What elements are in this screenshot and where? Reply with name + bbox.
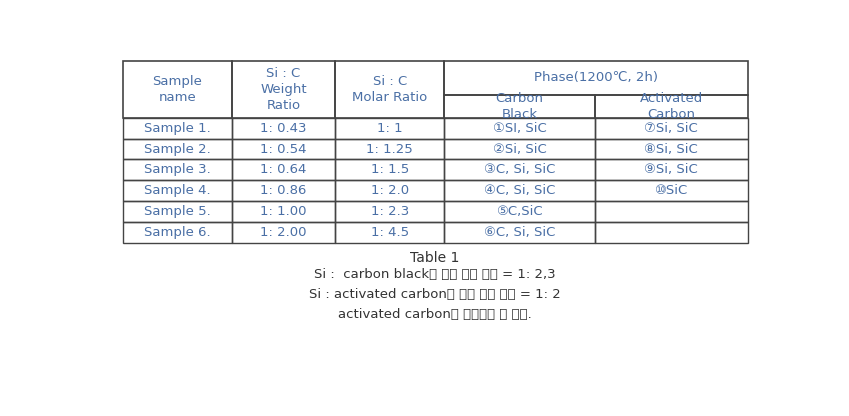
Bar	[335, 139, 445, 159]
Bar	[122, 159, 232, 180]
Text: 1: 0.86: 1: 0.86	[261, 184, 306, 197]
Text: activated carbon의 반응성이 더 빠름.: activated carbon의 반응성이 더 빠름.	[338, 308, 532, 321]
Text: ②Si, SiC: ②Si, SiC	[492, 143, 547, 156]
Bar	[594, 222, 748, 243]
Bar	[122, 180, 232, 201]
Bar	[594, 118, 748, 139]
Text: Si : C
Molar Ratio: Si : C Molar Ratio	[352, 75, 427, 104]
Text: Activated
Carbon: Activated Carbon	[639, 92, 703, 121]
Text: Sample 1.: Sample 1.	[143, 122, 211, 135]
Bar	[122, 201, 232, 222]
Text: Sample
name: Sample name	[152, 75, 202, 104]
Bar	[445, 222, 594, 243]
Bar	[335, 118, 445, 139]
Text: ⑧Si, SiC: ⑧Si, SiC	[644, 143, 698, 156]
Text: Phase(1200℃, 2h): Phase(1200℃, 2h)	[534, 72, 658, 84]
Text: Sample 6.: Sample 6.	[144, 226, 211, 239]
Text: 1: 0.64: 1: 0.64	[261, 163, 306, 176]
Text: 1: 4.5: 1: 4.5	[371, 226, 409, 239]
Bar	[594, 180, 748, 201]
Bar	[335, 180, 445, 201]
Bar	[335, 159, 445, 180]
Bar	[232, 118, 335, 139]
Text: ①SI, SiC: ①SI, SiC	[492, 122, 547, 135]
Bar	[445, 139, 594, 159]
Text: 1: 0.54: 1: 0.54	[261, 143, 306, 156]
Bar	[594, 95, 748, 118]
Bar	[232, 139, 335, 159]
Text: ⑥C, Si, SiC: ⑥C, Si, SiC	[484, 226, 555, 239]
Bar	[122, 118, 232, 139]
Bar	[445, 95, 594, 118]
Text: 1: 1.5: 1: 1.5	[371, 163, 409, 176]
Bar	[232, 180, 335, 201]
Text: 1: 2.00: 1: 2.00	[261, 226, 306, 239]
Text: Sample 3.: Sample 3.	[143, 163, 211, 176]
Text: ⑦Si, SiC: ⑦Si, SiC	[644, 122, 698, 135]
Text: Sample 4.: Sample 4.	[144, 184, 211, 197]
Bar	[594, 201, 748, 222]
Bar	[122, 61, 232, 118]
Text: 1: 2.0: 1: 2.0	[371, 184, 409, 197]
Bar	[232, 222, 335, 243]
Text: ④C, Si, SiC: ④C, Si, SiC	[484, 184, 555, 197]
Text: 1: 0.43: 1: 0.43	[261, 122, 306, 135]
Bar	[335, 61, 445, 118]
Bar	[445, 61, 748, 95]
Bar	[232, 61, 335, 118]
Bar	[445, 159, 594, 180]
Text: Si :  carbon black의 적정 혼합 몰비 = 1: 2,3: Si : carbon black의 적정 혼합 몰비 = 1: 2,3	[314, 268, 556, 281]
Bar	[445, 180, 594, 201]
Text: 1: 1.00: 1: 1.00	[261, 205, 306, 218]
Bar	[594, 159, 748, 180]
Bar	[335, 222, 445, 243]
Bar	[122, 222, 232, 243]
Text: ⑨Si, SiC: ⑨Si, SiC	[644, 163, 698, 176]
Bar	[232, 159, 335, 180]
Text: Si : C
Weight
Ratio: Si : C Weight Ratio	[261, 67, 306, 112]
Text: Si : activated carbon의 적정 혼합 몰비 = 1: 2: Si : activated carbon의 적정 혼합 몰비 = 1: 2	[309, 288, 561, 301]
Bar	[445, 118, 594, 139]
Text: ⑤C,SiC: ⑤C,SiC	[496, 205, 543, 218]
Bar	[232, 201, 335, 222]
Text: Table 1: Table 1	[410, 251, 460, 265]
Text: Sample 5.: Sample 5.	[143, 205, 211, 218]
Text: Carbon
Black: Carbon Black	[496, 92, 543, 121]
Bar	[335, 201, 445, 222]
Text: 1: 1: 1: 1	[377, 122, 402, 135]
Text: 1: 2.3: 1: 2.3	[371, 205, 409, 218]
Text: ⑩SiC: ⑩SiC	[655, 184, 688, 197]
Text: 1: 1.25: 1: 1.25	[367, 143, 413, 156]
Bar	[445, 201, 594, 222]
Bar	[122, 139, 232, 159]
Bar	[594, 139, 748, 159]
Text: ③C, Si, SiC: ③C, Si, SiC	[484, 163, 555, 176]
Text: Sample 2.: Sample 2.	[143, 143, 211, 156]
